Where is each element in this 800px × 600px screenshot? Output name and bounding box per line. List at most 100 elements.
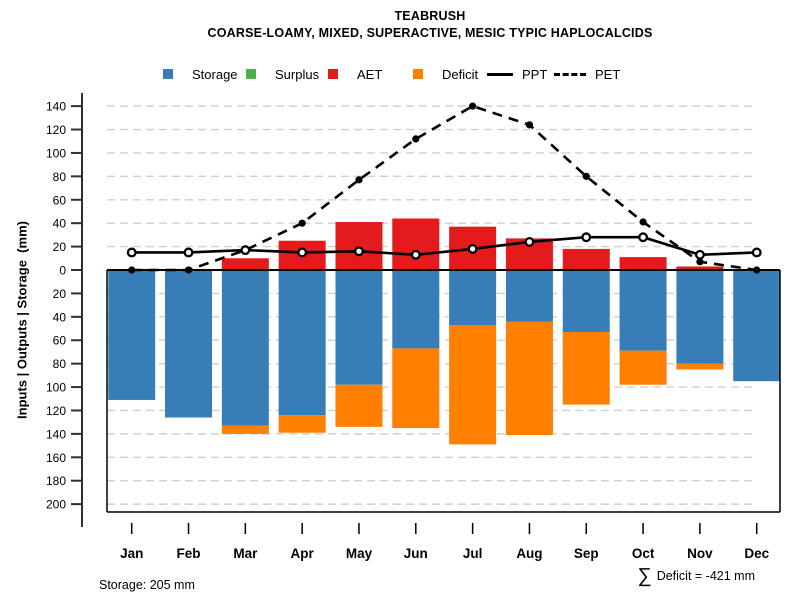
y-tick-label: 80 — [53, 357, 67, 371]
legend-item-storage: Storage — [163, 66, 238, 82]
ppt-point-Jun — [410, 249, 421, 260]
y-tick-label: 140 — [46, 427, 66, 441]
y-tick-label: 120 — [46, 123, 66, 137]
y-tick-label: 0 — [59, 264, 66, 278]
y-tick-label: 60 — [53, 334, 67, 348]
pet-point-Sep — [582, 172, 590, 180]
y-tick-label: 40 — [53, 217, 67, 231]
legend-item-ppt: PPT — [487, 66, 547, 82]
solid-line-icon — [487, 72, 513, 76]
x-tick-label-Oct: Oct — [632, 546, 655, 561]
legend-label: PPT — [522, 66, 548, 82]
aet-bar-Mar — [221, 258, 269, 270]
aet-swatch-icon — [328, 69, 338, 79]
y-tick-label: 80 — [53, 170, 67, 184]
aet-bar-Sep — [562, 248, 610, 270]
ppt-point-Dec — [751, 247, 762, 258]
deficit-bar-Apr — [278, 415, 326, 433]
storage-capacity-note: Storage: 205 mm — [99, 578, 195, 592]
storage-bar-Sep — [562, 270, 610, 333]
storage-bar-Jan — [108, 270, 156, 400]
pet-point-Jul — [469, 102, 477, 110]
storage-bar-Mar — [221, 270, 269, 426]
storage-bar-Oct — [619, 270, 667, 351]
ppt-point-Sep — [581, 232, 592, 243]
legend-label: PET — [595, 66, 621, 82]
x-tick-label-Mar: Mar — [233, 546, 258, 561]
pet-point-Oct — [639, 218, 647, 226]
aet-bar-May — [335, 222, 383, 270]
deficit-bar-Nov — [676, 363, 724, 370]
sigma-icon: ∑ — [637, 565, 652, 587]
pet-point-Jun — [412, 135, 420, 143]
y-tick-label: 140 — [46, 100, 66, 114]
x-tick-label-May: May — [346, 546, 373, 561]
storage-bar-Aug — [505, 270, 553, 322]
legend-label: AET — [357, 66, 383, 82]
deficit-bar-Sep — [562, 332, 610, 405]
deficit-sum-note: ∑ Deficit = -421 mm — [637, 566, 755, 586]
ppt-point-Nov — [694, 249, 705, 260]
storage-swatch-icon — [163, 69, 173, 79]
y-tick-label: 40 — [53, 310, 67, 324]
x-tick-label-Jun: Jun — [404, 546, 428, 561]
ppt-point-May — [354, 246, 364, 257]
ppt-point-Feb — [183, 247, 194, 258]
y-tick-label: 20 — [53, 287, 67, 301]
y-tick-label: 100 — [46, 146, 66, 160]
y-tick-label: 120 — [46, 404, 66, 418]
storage-bar-Dec — [733, 270, 781, 382]
deficit-bar-Mar — [221, 425, 269, 434]
pet-point-Feb — [184, 266, 193, 274]
pet-line — [131, 104, 757, 272]
deficit-bar-Aug — [505, 321, 553, 436]
pet-point-Jan — [128, 266, 136, 274]
legend-item-surplus: Surplus — [246, 66, 319, 82]
pet-point-Dec — [753, 266, 761, 274]
x-tick-label-Apr: Apr — [291, 546, 315, 561]
x-tick-label-Sep: Sep — [574, 546, 599, 561]
dashed-line-icon — [554, 72, 586, 76]
surplus-swatch-icon — [246, 69, 256, 79]
ppt-point-Apr — [297, 247, 308, 258]
x-tick-label-Feb: Feb — [177, 546, 201, 561]
deficit-sum-text: Deficit = -421 mm — [656, 569, 755, 583]
ppt-point-Mar — [240, 245, 251, 256]
aet-bar-Nov — [676, 266, 724, 270]
storage-bar-Apr — [278, 270, 326, 416]
deficit-bar-Oct — [619, 350, 667, 385]
pet-point-Nov — [696, 258, 704, 266]
storage-bar-Nov — [676, 270, 724, 364]
deficit-bar-May — [335, 384, 383, 427]
x-tick-label-Dec: Dec — [744, 546, 769, 561]
legend-item-aet: AET — [328, 66, 382, 82]
y-tick-label: 60 — [53, 193, 67, 207]
legend-label: Deficit — [442, 66, 479, 82]
y-tick-label: 160 — [46, 451, 66, 465]
ppt-point-Aug — [524, 236, 535, 247]
pet-point-Aug — [525, 121, 534, 129]
storage-bar-Jul — [449, 270, 497, 326]
legend-label: Storage — [192, 66, 238, 82]
x-tick-label-Aug: Aug — [516, 546, 542, 561]
y-tick-label: 100 — [46, 381, 66, 395]
y-tick-label: 20 — [53, 240, 67, 254]
ppt-point-Jan — [126, 247, 137, 258]
y-tick-label: 200 — [46, 498, 66, 512]
y-tick-label: 180 — [46, 474, 66, 488]
aet-bar-Oct — [619, 257, 667, 270]
x-tick-label-Nov: Nov — [687, 546, 713, 561]
pet-point-Apr — [298, 219, 306, 227]
ppt-line — [131, 235, 757, 257]
storage-bar-Jun — [392, 270, 440, 349]
legend-label: Surplus — [275, 66, 320, 82]
deficit-bar-Jul — [449, 325, 497, 445]
legend-item-deficit: Deficit — [413, 66, 478, 82]
pet-point-May — [355, 176, 363, 184]
deficit-swatch-icon — [413, 69, 423, 79]
legend-item-pet: PET — [554, 66, 620, 82]
ppt-point-Oct — [638, 232, 649, 243]
chart-subtitle: COARSE-LOAMY, MIXED, SUPERACTIVE, MESIC … — [207, 26, 653, 40]
